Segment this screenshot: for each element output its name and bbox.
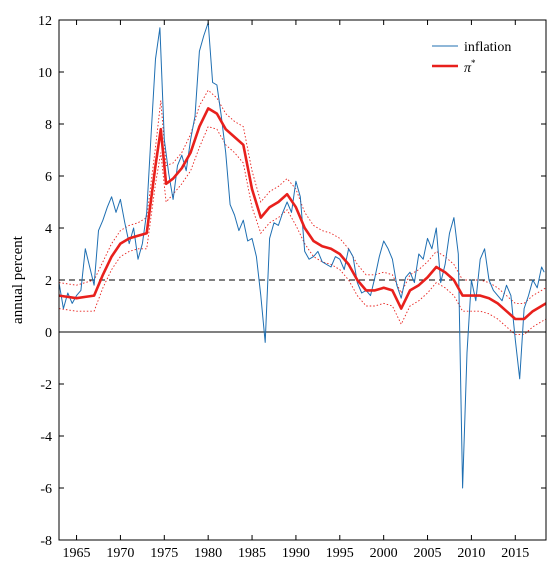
y-axis-label: annual percent xyxy=(10,235,26,324)
x-tick-label: 1975 xyxy=(150,546,178,561)
x-tick-label: 2000 xyxy=(370,546,398,561)
x-tick-label: 2010 xyxy=(457,546,485,561)
x-tick-label: 2015 xyxy=(501,546,529,561)
x-tick-label: 1980 xyxy=(194,546,222,561)
y-tick-label: 8 xyxy=(45,118,52,133)
x-tick-label: 2005 xyxy=(414,546,442,561)
y-tick-label: -6 xyxy=(40,482,52,497)
legend-pi-superscript: * xyxy=(471,58,476,68)
legend-box xyxy=(421,33,541,77)
y-tick-label: 10 xyxy=(38,66,52,81)
y-tick-label: -2 xyxy=(40,378,52,393)
legend-pi-symbol: π xyxy=(464,61,472,76)
x-tick-label: 1965 xyxy=(63,546,91,561)
y-tick-label: -4 xyxy=(40,430,52,445)
legend: inflation π* xyxy=(421,33,541,77)
legend-label-inflation: inflation xyxy=(464,40,511,55)
y-tick-label: -8 xyxy=(40,534,52,549)
y-tick-label: 12 xyxy=(38,14,52,29)
pi-star-layer xyxy=(59,107,546,321)
pi-star-lower-band xyxy=(59,126,546,336)
confidence-band-layer xyxy=(59,89,546,336)
x-tick-label: 1995 xyxy=(326,546,354,561)
y-tick-label: 4 xyxy=(45,222,52,237)
y-tick-label: 2 xyxy=(45,274,52,289)
x-tick-label: 1985 xyxy=(238,546,266,561)
pi-star-series-line xyxy=(59,107,546,321)
legend-label-pi-star: π* xyxy=(464,58,476,76)
y-tick-label: 6 xyxy=(45,170,52,185)
y-tick-label: 0 xyxy=(45,326,52,341)
pi-star-upper-band xyxy=(59,89,546,304)
reference-lines-layer xyxy=(59,279,546,333)
x-tick-label: 1990 xyxy=(282,546,310,561)
y-axis-ticks: -8 -6 -4 -2 0 2 4 6 8 10 12 xyxy=(38,14,546,549)
x-tick-label: 1970 xyxy=(106,546,134,561)
x-axis-ticks: 1965 1970 1975 1980 1985 1990 1995 2000 2005 2010… xyxy=(63,20,529,561)
